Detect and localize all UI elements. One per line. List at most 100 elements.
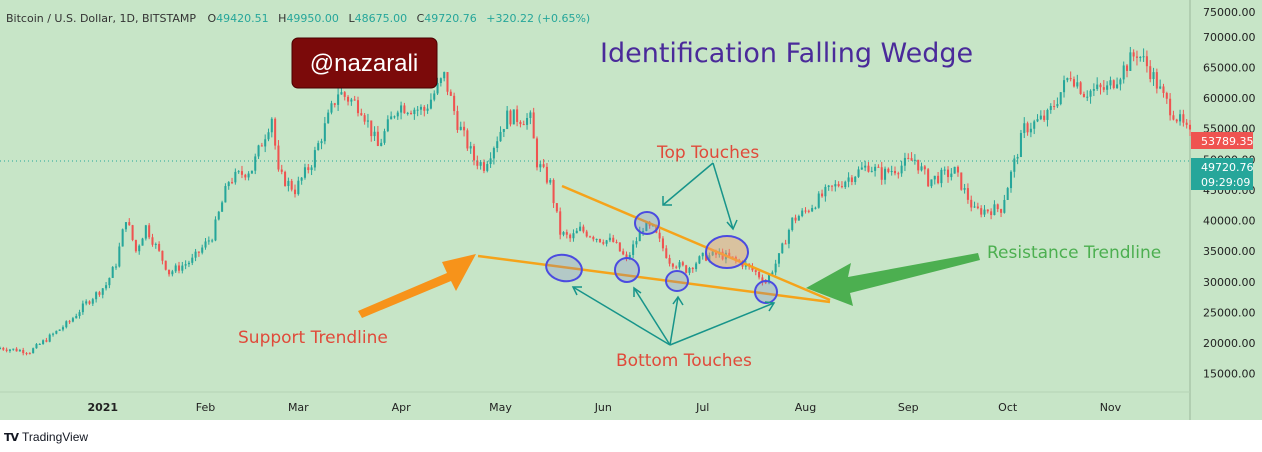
- candle-body: [787, 230, 790, 244]
- top-arrow-1-head: [662, 196, 672, 206]
- candle-body: [1119, 79, 1122, 85]
- candle-body: [313, 150, 316, 168]
- annotation-title: Identification Falling Wedge: [600, 38, 973, 69]
- candle-body: [68, 321, 71, 323]
- candle-body: [516, 109, 519, 122]
- upper-price-badge-bg: [1191, 132, 1253, 149]
- candle-body: [956, 166, 959, 173]
- candle-body: [71, 318, 74, 322]
- candle-body: [1179, 114, 1182, 122]
- candle-body: [940, 169, 943, 184]
- candle-body: [88, 301, 91, 304]
- candle-body: [1006, 188, 1009, 200]
- candle-body: [900, 165, 903, 174]
- top-arrow-2: [712, 162, 734, 230]
- candle-body: [539, 164, 542, 168]
- candle-body: [943, 169, 946, 171]
- current-price-badge-bg: [1191, 158, 1253, 190]
- candle-body: [390, 116, 393, 120]
- candle-body: [923, 166, 926, 170]
- candle-body: [605, 240, 608, 244]
- candle-body: [555, 203, 558, 212]
- candle-body: [61, 327, 65, 330]
- time-axis[interactable]: 2021 Feb Mar Apr May Jun Jul Aug Sep Oct Nov: [87, 401, 1121, 414]
- candle-body: [579, 226, 582, 231]
- candle-body: [95, 292, 98, 300]
- candle-body: [622, 251, 625, 255]
- time-tick-label: Jun: [594, 401, 612, 414]
- candle-body: [545, 166, 548, 183]
- candle-body: [953, 166, 956, 174]
- price-tick-label: 25000.00: [1203, 306, 1256, 319]
- candle-body: [28, 353, 31, 355]
- price-tick-label: 65000.00: [1203, 61, 1256, 74]
- candle-body: [75, 316, 78, 319]
- candle-body: [986, 209, 989, 212]
- candle-body: [1043, 115, 1046, 120]
- candle-body: [124, 222, 127, 230]
- candle-body: [1185, 122, 1188, 125]
- low-value: 48675.00: [355, 12, 408, 25]
- candle-body: [0, 347, 2, 350]
- candle-body: [1132, 52, 1135, 57]
- candle-body: [542, 164, 545, 167]
- price-tick-label: 30000.00: [1203, 276, 1256, 289]
- candle-body: [618, 242, 621, 252]
- candle-body: [81, 303, 84, 313]
- top-touch-marker-1: [634, 211, 660, 235]
- candle-body: [615, 241, 618, 243]
- candle-body: [366, 120, 369, 122]
- candle-body: [1112, 80, 1115, 88]
- candle-body: [12, 348, 15, 350]
- candle-body: [410, 112, 413, 115]
- candle-body: [1109, 80, 1112, 86]
- candle-body: [827, 185, 830, 187]
- candle-body: [526, 118, 529, 125]
- candle-body: [217, 211, 220, 220]
- candle-body: [990, 211, 993, 216]
- candle-body: [456, 111, 459, 130]
- candle-body: [602, 242, 605, 244]
- candle-body: [221, 202, 224, 212]
- price-tick-label: 15000.00: [1203, 368, 1256, 381]
- candle-body: [993, 204, 996, 216]
- candle-body: [585, 231, 588, 237]
- candle-body: [973, 206, 976, 208]
- candle-body: [698, 256, 701, 264]
- candle-body: [472, 146, 476, 161]
- candle-body: [1162, 86, 1165, 93]
- candle-body: [496, 141, 499, 149]
- candle-body: [121, 229, 124, 247]
- candle-body: [78, 312, 81, 317]
- tradingview-footer: TV TradingView: [4, 430, 89, 444]
- top-touches-label: Top Touches: [656, 143, 759, 163]
- candle-body: [453, 95, 456, 112]
- candle-body: [138, 245, 141, 252]
- candle-body: [801, 210, 804, 217]
- candle-body: [48, 334, 51, 342]
- candle-body: [274, 118, 277, 146]
- candle-body: [393, 116, 396, 118]
- candle-body: [519, 121, 522, 125]
- candle-body: [347, 96, 350, 102]
- candle-body: [363, 115, 366, 122]
- candle-body: [645, 222, 648, 231]
- candle-body: [870, 170, 873, 172]
- candle-body: [880, 167, 883, 180]
- candle-body: [270, 118, 273, 133]
- watermark-bg: [291, 37, 438, 89]
- candle-body: [691, 267, 694, 270]
- candle-body: [897, 173, 900, 175]
- candle-body: [284, 171, 287, 186]
- time-tick-label: Jul: [695, 401, 709, 414]
- candle-body: [635, 241, 638, 245]
- candle-body: [353, 99, 356, 101]
- candle-body: [535, 138, 539, 168]
- candle-body: [668, 258, 671, 264]
- candle-body: [1076, 82, 1079, 87]
- candle-body: [830, 185, 834, 187]
- candle-body: [506, 110, 509, 130]
- time-tick-label: Sep: [898, 401, 919, 414]
- candle-body: [25, 353, 28, 355]
